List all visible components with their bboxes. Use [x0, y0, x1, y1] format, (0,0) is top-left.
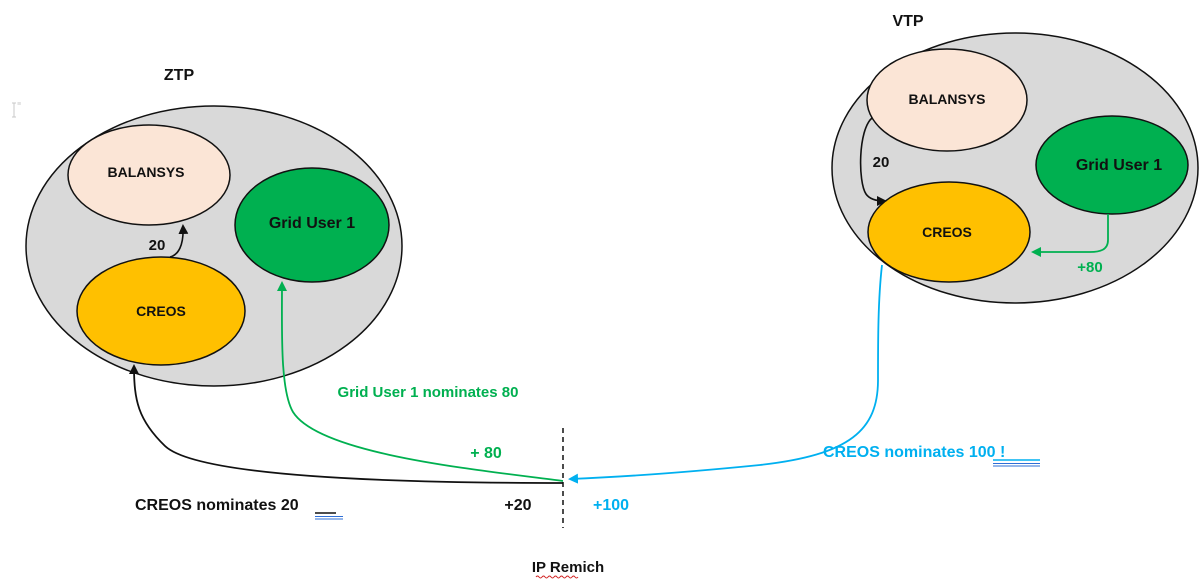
annotation-100-double-underline: [993, 459, 1040, 467]
ztp-zone: ZTP BALANSYS Grid User 1 CREOS 20: [25, 67, 403, 387]
annotation-creos-nominates-100: CREOS nominates 100 !: [823, 444, 1005, 461]
annotation-creos-nominates-20-prefix: CREOS nominates: [135, 497, 281, 514]
cursor-icon: ≡: [12, 101, 21, 118]
vtp-balansys-to-creos-arrow: [859, 117, 887, 206]
ztp-balansys-label: BALANSYS: [107, 164, 184, 180]
ztp-balansys-node: [67, 124, 231, 226]
ip-plus-20-label: +20: [504, 497, 531, 514]
annotation-creos-nominates-100-prefix: CREOS nominates: [823, 444, 969, 461]
vtp-creos-node: [867, 181, 1031, 283]
annotation-creos-nominates-100-value: 100 !: [969, 444, 1005, 461]
vtp-balansys-label: BALANSYS: [908, 91, 985, 107]
annotation-creos-nominates-20-value: 20: [281, 497, 299, 514]
vtp-creos-label: CREOS: [922, 224, 972, 240]
ip-plus-100-label: +100: [593, 497, 629, 514]
annotation-creos-nominates-20: CREOS nominates 20: [135, 497, 299, 514]
ztp-creos-label: CREOS: [136, 303, 186, 319]
flow-vtp-creos-to-ip-arrow: [568, 264, 883, 484]
vtp-grid-user-label: Grid User 1: [1076, 157, 1162, 174]
annotation-20-double-underline: [315, 512, 343, 520]
vtp-zone: VTP BALANSYS Grid User 1 CREOS 20 +80: [831, 13, 1199, 304]
vtp-grid-user-to-creos-arrow: [1031, 214, 1109, 257]
vtp-balansys-node: [866, 48, 1028, 152]
vtp-flow-plus-80-label: +80: [1077, 259, 1102, 276]
vtp-flow-20-label: 20: [873, 154, 890, 171]
svg-text:≡: ≡: [17, 101, 21, 108]
ip-remich: IP Remich + 80 +20 +100: [470, 428, 629, 579]
ztp-grid-user-label: Grid User 1: [269, 215, 355, 232]
ztp-creos-node: [76, 256, 246, 366]
ztp-zone-label: ZTP: [164, 67, 195, 84]
ztp-creos-to-balansys-arrow: [169, 224, 189, 258]
flow-ip-to-ztp-creos-arrow: [129, 364, 564, 484]
ip-plus-80-label: + 80: [470, 445, 502, 462]
vtp-grid-user-node: [1035, 115, 1189, 215]
ztp-grid-user-node: [234, 167, 390, 283]
ip-remich-spellcheck-squiggle: [535, 575, 579, 579]
ip-remich-label: IP Remich: [532, 559, 604, 576]
ztp-flow-20-label: 20: [149, 237, 166, 254]
vtp-zone-label: VTP: [892, 13, 923, 30]
flow-ip-to-ztp-grid-user-arrow: [276, 281, 564, 482]
annotation-grid-user-nominates: Grid User 1 nominates 80: [338, 384, 519, 401]
